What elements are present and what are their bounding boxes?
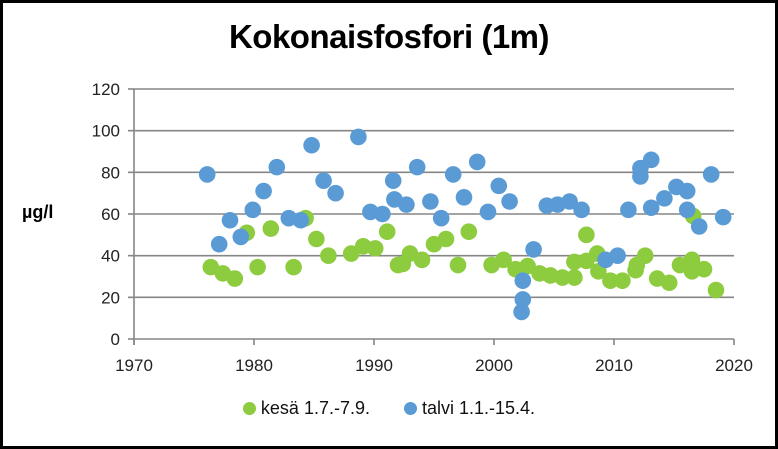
series-0 (202, 207, 725, 299)
x-tick-label: 1980 (235, 356, 273, 375)
data-point (232, 228, 250, 246)
data-point (262, 220, 280, 237)
data-point (609, 247, 626, 264)
y-axis-label: µg/l (22, 202, 54, 222)
y-axis-ticks: 0 20 40 60 80 100 120 (92, 80, 120, 349)
data-point (602, 272, 619, 289)
data-point (255, 182, 272, 200)
data-point (678, 182, 696, 200)
x-tick-label: 1990 (355, 356, 393, 375)
data-point (320, 247, 337, 264)
data-point (398, 196, 415, 213)
data-point (308, 230, 325, 248)
data-point (525, 241, 542, 258)
legend-label: talvi 1.1.-15.4. (422, 398, 536, 418)
data-point (221, 211, 239, 229)
data-point (702, 166, 720, 183)
data-point (495, 251, 512, 269)
data-point (695, 260, 713, 278)
data-point (413, 251, 431, 269)
data-point (519, 257, 536, 275)
axes (128, 88, 735, 345)
legend: kesä 1.7.-7.9. talvi 1.1.-15.4. (0, 398, 778, 419)
data-point (244, 201, 262, 219)
data-point (303, 136, 320, 154)
y-tick-label: 80 (101, 163, 120, 182)
data-point (315, 172, 332, 189)
data-point (683, 251, 701, 269)
y-tick-label: 100 (92, 122, 120, 141)
data-point (561, 193, 578, 210)
data-point (513, 303, 530, 321)
data-point (350, 128, 367, 146)
x-tick-label: 1970 (115, 356, 153, 375)
legend-item-talvi: talvi 1.1.-15.4. (404, 398, 535, 419)
y-tick-label: 20 (101, 288, 120, 307)
data-point (514, 291, 532, 308)
data-point (660, 274, 678, 292)
data-point (642, 199, 660, 217)
y-tick-label: 120 (92, 80, 120, 99)
data-point (479, 203, 497, 221)
series-1 (198, 128, 732, 321)
legend-marker-green-icon (242, 402, 256, 415)
data-point (714, 208, 732, 226)
legend-item-kesa: kesä 1.7.-7.9. (242, 398, 370, 419)
x-tick-label: 2020 (715, 356, 753, 375)
x-tick-label: 2000 (475, 356, 513, 375)
data-point (384, 172, 402, 189)
data-point (614, 272, 631, 289)
data-point (432, 209, 450, 227)
y-tick-label: 0 (111, 330, 120, 349)
data-point (342, 245, 360, 262)
data-point (292, 211, 310, 229)
data-point (366, 240, 384, 257)
data-point (566, 253, 583, 271)
data-point (566, 269, 583, 286)
data-point (554, 269, 571, 286)
data-point (636, 247, 654, 264)
data-point (374, 205, 391, 223)
data-point (690, 218, 708, 235)
y-tick-label: 60 (101, 205, 120, 224)
data-point (678, 201, 696, 219)
data-point (460, 223, 478, 241)
data-point (455, 189, 473, 206)
data-point (620, 201, 637, 219)
data-point (501, 193, 518, 210)
data-point (437, 230, 455, 248)
data-point (514, 272, 532, 289)
chart-title: Kokonaisfosfori (1m) (228, 18, 550, 55)
data-point (198, 166, 216, 183)
data-point (468, 153, 486, 171)
y-tick-label: 40 (101, 247, 120, 266)
data-point (226, 270, 244, 287)
x-tick-label: 2010 (595, 356, 633, 375)
data-point (444, 166, 462, 183)
data-point (490, 177, 508, 195)
data-point (285, 258, 302, 276)
data-point (578, 226, 595, 244)
data-point (707, 281, 725, 299)
data-point (378, 223, 396, 241)
data-point (656, 190, 673, 207)
data-point (268, 158, 286, 176)
x-axis-ticks: 1970 1980 1990 2000 2010 2020 (115, 356, 753, 375)
data-series (198, 128, 732, 321)
legend-marker-blue-icon (404, 402, 417, 415)
data-point (449, 256, 467, 274)
data-point (422, 193, 439, 210)
data-point (642, 151, 660, 169)
data-point (327, 184, 344, 202)
data-point (210, 235, 228, 253)
data-point (249, 258, 266, 276)
data-point (408, 158, 426, 176)
legend-label: kesä 1.7.-7.9. (260, 398, 370, 418)
data-point (573, 201, 590, 219)
